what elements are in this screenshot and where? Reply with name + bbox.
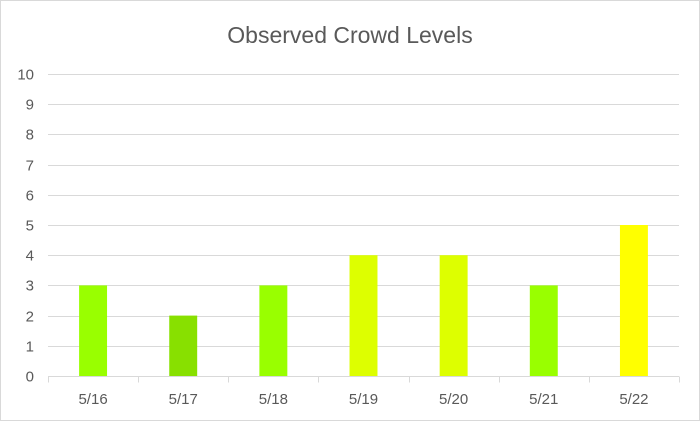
- x-axis-tick-labels: 5/16 5/17 5/18 5/19 5/20 5/21 5/22: [78, 391, 648, 408]
- bar: [349, 255, 378, 376]
- x-tick-label: 5/21: [529, 391, 558, 408]
- y-tick-label: 2: [26, 309, 34, 326]
- y-tick-label: 4: [26, 248, 34, 265]
- bar: [439, 255, 468, 376]
- y-tick-label: 0: [26, 369, 34, 386]
- y-tick-label: 9: [26, 97, 34, 114]
- x-axis: [48, 376, 680, 383]
- x-tick-label: 5/20: [439, 391, 468, 408]
- bar: [169, 315, 198, 376]
- bar-series: [79, 225, 648, 376]
- y-tick-label: 10: [17, 67, 34, 84]
- y-tick-label: 1: [26, 339, 34, 356]
- y-tick-label: 7: [26, 158, 34, 175]
- y-tick-label: 5: [26, 218, 34, 235]
- x-tick-label: 5/16: [78, 391, 107, 408]
- x-tick-label: 5/17: [169, 391, 198, 408]
- bar: [529, 285, 558, 376]
- y-tick-label: 6: [26, 188, 34, 205]
- y-tick-label: 3: [26, 278, 34, 295]
- gridlines: [48, 74, 679, 347]
- y-axis-tick-labels: 0 1 2 3 4 5 6 7 8 9 10: [17, 67, 34, 386]
- x-tick-label: 5/19: [349, 391, 378, 408]
- bar: [79, 285, 108, 376]
- y-tick-label: 8: [26, 127, 34, 144]
- bar: [619, 225, 648, 376]
- chart-title: Observed Crowd Levels: [227, 22, 472, 48]
- bar: [259, 285, 288, 376]
- x-tick-label: 5/18: [259, 391, 288, 408]
- x-tick-label: 5/22: [619, 391, 648, 408]
